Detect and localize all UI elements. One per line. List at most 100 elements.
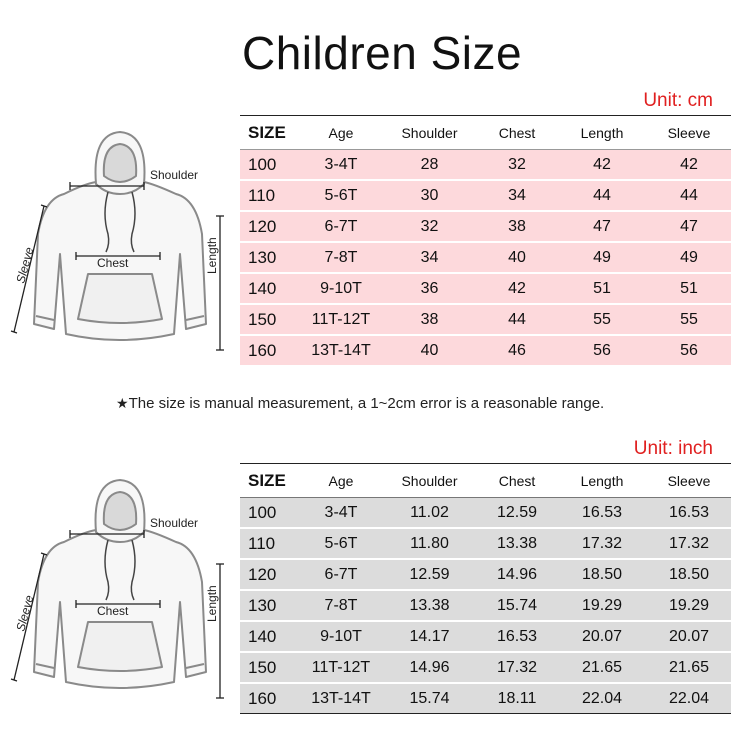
cell-chest: 18.11 <box>477 683 557 714</box>
table-row: 110 5-6T 11.80 13.38 17.32 17.32 <box>240 528 731 559</box>
cell-chest: 38 <box>477 211 557 242</box>
hoodie-illustration <box>34 480 206 688</box>
cell-age: 13T-14T <box>300 335 382 366</box>
cell-age: 3-4T <box>300 498 382 529</box>
table-row: 150 11T-12T 38 44 55 55 <box>240 304 731 335</box>
table-row: 130 7-8T 13.38 15.74 19.29 19.29 <box>240 590 731 621</box>
cell-length: 55 <box>557 304 647 335</box>
cell-chest: 14.96 <box>477 559 557 590</box>
measurement-note: ★The size is manual measurement, a 1~2cm… <box>116 395 604 412</box>
cell-shoulder: 40 <box>382 335 477 366</box>
table-header-row: SIZE Age Shoulder Chest Length Sleeve <box>240 116 731 150</box>
cell-size: 100 <box>240 498 300 529</box>
shoulder-label: Shoulder <box>150 516 198 530</box>
page-title: Children Size <box>242 26 522 80</box>
cell-size: 140 <box>240 621 300 652</box>
cell-length: 19.29 <box>557 590 647 621</box>
cell-shoulder: 12.59 <box>382 559 477 590</box>
cell-size: 150 <box>240 304 300 335</box>
header-age: Age <box>300 116 382 150</box>
sleeve-label: Sleeve <box>13 593 36 632</box>
cell-length: 20.07 <box>557 621 647 652</box>
header-length: Length <box>557 464 647 498</box>
header-chest: Chest <box>477 116 557 150</box>
cell-shoulder: 14.17 <box>382 621 477 652</box>
cell-size: 130 <box>240 590 300 621</box>
cell-shoulder: 11.80 <box>382 528 477 559</box>
table-row: 140 9-10T 36 42 51 51 <box>240 273 731 304</box>
cell-length: 44 <box>557 180 647 211</box>
cell-chest: 16.53 <box>477 621 557 652</box>
cell-sleeve: 49 <box>647 242 731 273</box>
cell-shoulder: 34 <box>382 242 477 273</box>
header-sleeve: Sleeve <box>647 116 731 150</box>
sleeve-label: Sleeve <box>13 245 36 284</box>
cell-sleeve: 56 <box>647 335 731 366</box>
cell-sleeve: 21.65 <box>647 652 731 683</box>
header-length: Length <box>557 116 647 150</box>
cell-chest: 13.38 <box>477 528 557 559</box>
cell-size: 110 <box>240 180 300 211</box>
note-text: The size is manual measurement, a 1~2cm … <box>129 395 605 412</box>
cell-chest: 17.32 <box>477 652 557 683</box>
size-table-inch: SIZE Age Shoulder Chest Length Sleeve 10… <box>240 463 731 714</box>
cell-size: 120 <box>240 211 300 242</box>
table-row: 160 13T-14T 15.74 18.11 22.04 22.04 <box>240 683 731 714</box>
cell-shoulder: 32 <box>382 211 477 242</box>
cell-shoulder: 30 <box>382 180 477 211</box>
cell-shoulder: 13.38 <box>382 590 477 621</box>
cell-chest: 12.59 <box>477 498 557 529</box>
chest-label: Chest <box>97 604 129 618</box>
cell-age: 9-10T <box>300 621 382 652</box>
cell-chest: 46 <box>477 335 557 366</box>
length-label: Length <box>205 585 219 622</box>
table-row: 160 13T-14T 40 46 56 56 <box>240 335 731 366</box>
cell-shoulder: 11.02 <box>382 498 477 529</box>
table-row: 120 6-7T 12.59 14.96 18.50 18.50 <box>240 559 731 590</box>
cell-age: 7-8T <box>300 242 382 273</box>
cell-size: 130 <box>240 242 300 273</box>
length-label: Length <box>205 237 219 274</box>
cell-length: 16.53 <box>557 498 647 529</box>
cell-length: 21.65 <box>557 652 647 683</box>
cell-age: 5-6T <box>300 528 382 559</box>
cell-chest: 15.74 <box>477 590 557 621</box>
header-size: SIZE <box>240 116 300 150</box>
cell-sleeve: 47 <box>647 211 731 242</box>
cell-shoulder: 28 <box>382 150 477 181</box>
table-row: 130 7-8T 34 40 49 49 <box>240 242 731 273</box>
cell-chest: 40 <box>477 242 557 273</box>
header-chest: Chest <box>477 464 557 498</box>
cell-chest: 32 <box>477 150 557 181</box>
cell-sleeve: 18.50 <box>647 559 731 590</box>
table-row: 120 6-7T 32 38 47 47 <box>240 211 731 242</box>
cell-size: 160 <box>240 335 300 366</box>
cell-shoulder: 14.96 <box>382 652 477 683</box>
cell-chest: 44 <box>477 304 557 335</box>
table-row: 150 11T-12T 14.96 17.32 21.65 21.65 <box>240 652 731 683</box>
table-row: 140 9-10T 14.17 16.53 20.07 20.07 <box>240 621 731 652</box>
cell-age: 9-10T <box>300 273 382 304</box>
cell-age: 3-4T <box>300 150 382 181</box>
cell-size: 110 <box>240 528 300 559</box>
cell-shoulder: 36 <box>382 273 477 304</box>
cell-size: 100 <box>240 150 300 181</box>
table-row: 100 3-4T 28 32 42 42 <box>240 150 731 181</box>
cell-age: 5-6T <box>300 180 382 211</box>
cell-age: 11T-12T <box>300 652 382 683</box>
table-row: 110 5-6T 30 34 44 44 <box>240 180 731 211</box>
header-shoulder: Shoulder <box>382 116 477 150</box>
cell-length: 22.04 <box>557 683 647 714</box>
header-size: SIZE <box>240 464 300 498</box>
table-header-row: SIZE Age Shoulder Chest Length Sleeve <box>240 464 731 498</box>
cell-sleeve: 19.29 <box>647 590 731 621</box>
cell-shoulder: 38 <box>382 304 477 335</box>
cell-sleeve: 55 <box>647 304 731 335</box>
chest-label: Chest <box>97 256 129 270</box>
cell-age: 13T-14T <box>300 683 382 714</box>
cell-size: 160 <box>240 683 300 714</box>
cell-age: 6-7T <box>300 559 382 590</box>
shoulder-label: Shoulder <box>150 168 198 182</box>
star-icon: ★ <box>116 395 129 411</box>
cell-size: 140 <box>240 273 300 304</box>
